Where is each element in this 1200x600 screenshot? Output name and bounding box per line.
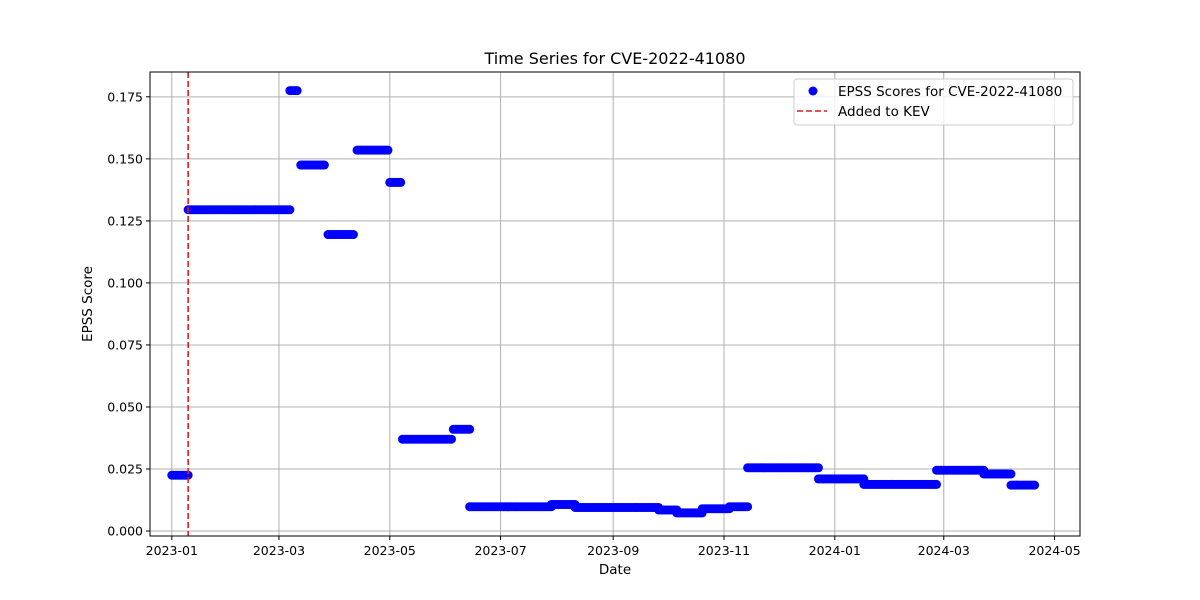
data-point bbox=[348, 230, 358, 240]
y-tick-label: 0.150 bbox=[107, 151, 143, 166]
y-tick-label: 0.100 bbox=[107, 275, 143, 290]
data-layer bbox=[167, 86, 1040, 518]
x-tick-label: 2024-01 bbox=[809, 543, 861, 558]
x-tick-label: 2023-01 bbox=[146, 543, 198, 558]
chart-title: Time Series for CVE-2022-41080 bbox=[483, 49, 745, 68]
legend-box bbox=[793, 78, 1074, 126]
y-axis: 0.000 0.025 0.050 0.075 0.100 0.125 0.150 0.175 bbox=[107, 89, 150, 539]
x-tick-label: 2023-09 bbox=[587, 543, 639, 558]
data-point bbox=[743, 502, 753, 512]
y-tick-label: 0.075 bbox=[107, 337, 143, 352]
x-tick-label: 2023-03 bbox=[253, 543, 305, 558]
legend-label-epss: EPSS Scores for CVE-2022-41080 bbox=[838, 84, 1062, 100]
y-tick-label: 0.125 bbox=[107, 213, 143, 228]
plot-frame bbox=[149, 71, 1081, 537]
y-tick-label: 0.175 bbox=[107, 89, 143, 104]
data-point bbox=[465, 424, 475, 434]
x-tick-label: 2024-03 bbox=[918, 543, 970, 558]
data-point bbox=[813, 463, 823, 473]
x-tick-label: 2023-07 bbox=[474, 543, 526, 558]
y-tick-label: 0.025 bbox=[107, 462, 143, 477]
data-point bbox=[183, 470, 193, 480]
data-point bbox=[285, 205, 295, 215]
data-point bbox=[1030, 480, 1040, 490]
data-point bbox=[932, 479, 941, 489]
x-tick-label: 2023-11 bbox=[698, 543, 750, 558]
legend: EPSS Scores for CVE-2022-41080 Added to … bbox=[793, 78, 1074, 126]
y-tick-label: 0.050 bbox=[107, 399, 143, 414]
data-point bbox=[396, 177, 406, 187]
data-point bbox=[1006, 469, 1016, 479]
data-point bbox=[319, 160, 329, 170]
legend-marker-epss bbox=[808, 86, 818, 96]
legend-label-kev: Added to KEV bbox=[838, 104, 931, 120]
x-axis-label: Date bbox=[599, 562, 631, 578]
x-axis: 2023-01 2023-03 2023-05 2023-07 2023-09 2023-… bbox=[146, 536, 1081, 558]
y-axis-label: EPSS Score bbox=[80, 266, 96, 342]
data-point bbox=[383, 145, 393, 155]
y-tick-label: 0.000 bbox=[107, 524, 143, 539]
x-tick-label: 2023-05 bbox=[364, 543, 416, 558]
x-tick-label: 2024-05 bbox=[1028, 543, 1080, 558]
data-point bbox=[292, 86, 302, 96]
data-point bbox=[447, 434, 457, 444]
